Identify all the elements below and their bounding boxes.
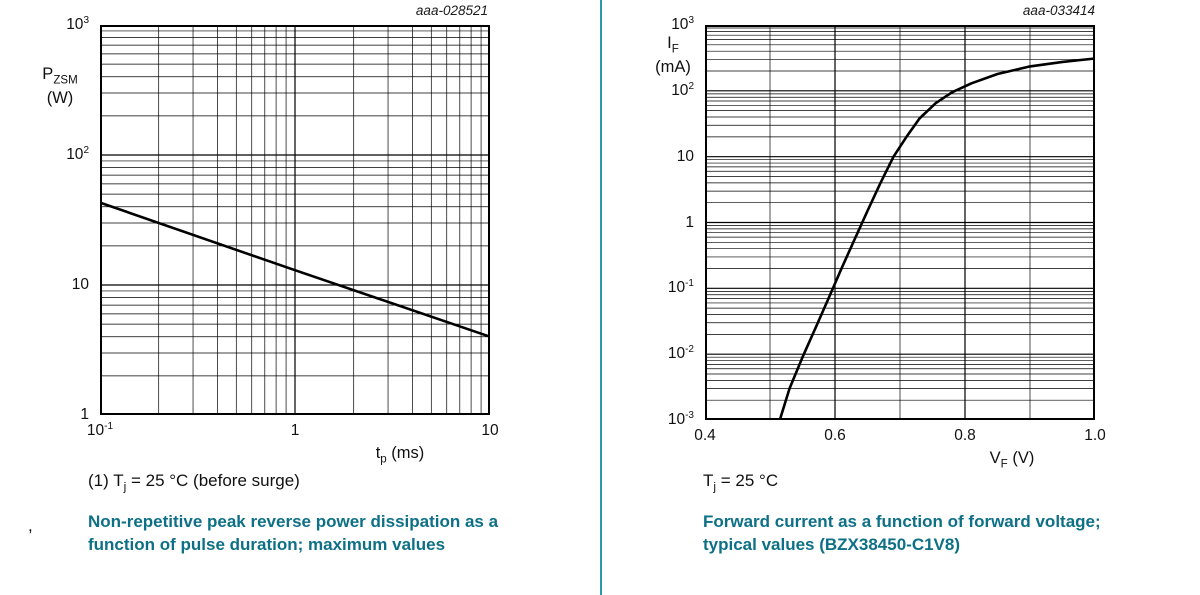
if-vs-vf-y-tick-label: 10 xyxy=(676,147,694,165)
right-y-axis-subscript: F xyxy=(671,43,679,56)
pzsm-vs-tp-x-tick-label: 10 xyxy=(481,422,499,439)
if-vs-vf-curve xyxy=(778,57,1095,420)
right-y-axis-symbol: I xyxy=(667,34,672,52)
right-note-subscript: j xyxy=(713,479,717,494)
if-vs-vf-x-tick-label: 0.4 xyxy=(694,427,716,444)
left-figure-caption: Non-repetitive peak reverse power dissip… xyxy=(88,512,499,554)
if-vs-vf-x-tick-label: 0.6 xyxy=(824,427,846,444)
if-vs-vf-y-tick-label: 10-1 xyxy=(667,278,694,297)
if-vs-vf-y-tick-label: 10-3 xyxy=(667,409,694,428)
left-y-axis-unit: (W) xyxy=(46,89,74,108)
right-figure-caption: Forward current as a function of forward… xyxy=(703,512,1101,554)
pzsm-vs-tp-y-tick-label: 1 xyxy=(80,406,89,423)
pzsm-vs-tp-chart: 1 10 102 103 10-1 1 10 xyxy=(66,15,498,439)
right-y-axis-unit: (mA) xyxy=(655,58,691,77)
left-x-axis-symbol: t xyxy=(375,444,381,462)
figure-code-left: aaa-028521 xyxy=(415,3,488,18)
left-note-rest: = 25 °C (before surge) xyxy=(126,471,300,490)
if-vs-vf-y-tick-label: 103 xyxy=(671,14,694,33)
if-vs-vf-x-tick-label: 0.8 xyxy=(954,427,976,444)
left-y-axis-label: PZSM (W) xyxy=(26,64,94,109)
pzsm-vs-tp-y-tick-label: 10 xyxy=(71,276,89,293)
left-note-subscript: j xyxy=(123,479,127,494)
right-condition-note: Tj = 25 °C xyxy=(703,471,778,493)
panel-divider xyxy=(600,0,602,595)
left-note-prefix: (1) T xyxy=(88,471,124,490)
if-vs-vf-chart: 10-3 10-2 10-1 1 10 102 103 0.4 0.6 0.8 1.0 xyxy=(668,15,1106,444)
figure-code-right: aaa-033414 xyxy=(1022,3,1095,18)
left-y-axis-symbol: P xyxy=(42,65,54,83)
right-note-prefix: T xyxy=(703,471,714,490)
stray-comma-mark: , xyxy=(28,516,33,535)
left-condition-note: (1) Tj = 25 °C (before surge) xyxy=(88,471,300,493)
pzsm-vs-tp-curve xyxy=(100,201,490,338)
left-y-axis-subscript: ZSM xyxy=(53,74,78,87)
right-x-axis-unit: (V) xyxy=(1007,449,1035,467)
right-y-axis-label: IF (mA) xyxy=(645,33,701,78)
right-x-axis-symbol: V xyxy=(989,449,1001,467)
if-vs-vf-y-tick-label: 10-2 xyxy=(667,344,694,363)
pzsm-vs-tp-x-tick-label: 10-1 xyxy=(86,420,114,439)
pzsm-vs-tp-x-tick-label: 1 xyxy=(290,422,300,439)
pzsm-vs-tp-y-tick-label: 102 xyxy=(66,144,89,163)
right-note-rest: = 25 °C xyxy=(716,471,779,490)
if-vs-vf-plot-svg xyxy=(705,25,1095,420)
right-x-axis-subscript: F xyxy=(1000,458,1008,471)
if-vs-vf-y-tick-label: 1 xyxy=(685,213,694,231)
pzsm-vs-tp-y-tick-label: 103 xyxy=(66,14,89,33)
left-x-axis-unit: (ms) xyxy=(386,444,425,462)
left-x-axis-label: tp (ms) xyxy=(338,443,462,467)
pzsm-vs-tp-plot-svg xyxy=(100,25,490,415)
if-vs-vf-x-tick-label: 1.0 xyxy=(1084,427,1106,444)
if-vs-vf-y-tick-label: 102 xyxy=(671,80,694,99)
right-x-axis-label: VF (V) xyxy=(953,448,1071,472)
left-x-axis-subscript: p xyxy=(380,453,387,466)
